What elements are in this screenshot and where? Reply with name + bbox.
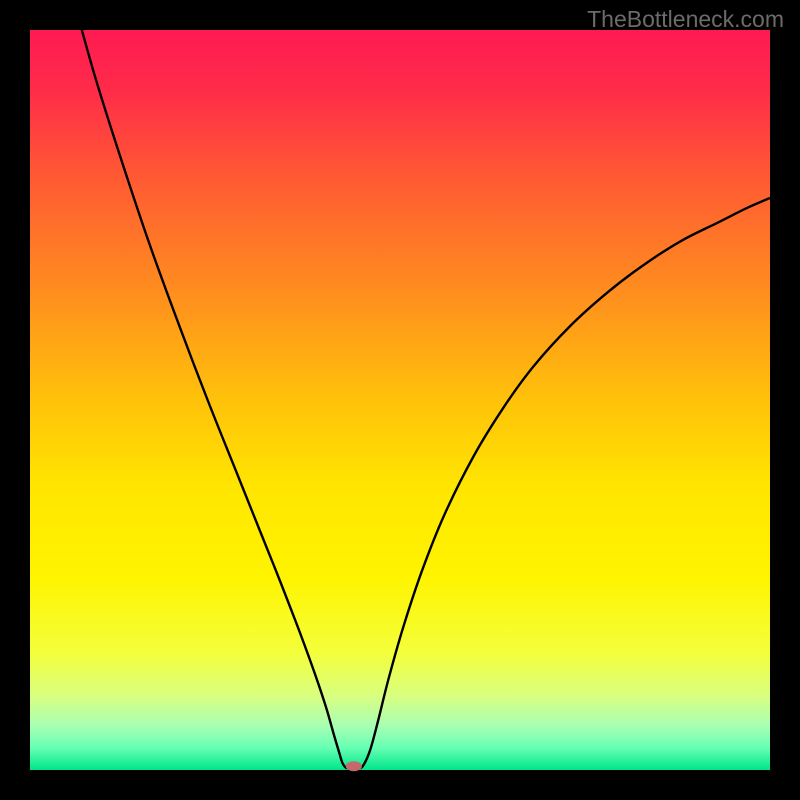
plot-area <box>30 30 770 770</box>
minimum-marker <box>346 761 362 771</box>
bottleneck-curve <box>30 30 770 770</box>
watermark-text: TheBottleneck.com <box>587 6 784 33</box>
curve-path <box>82 30 770 769</box>
